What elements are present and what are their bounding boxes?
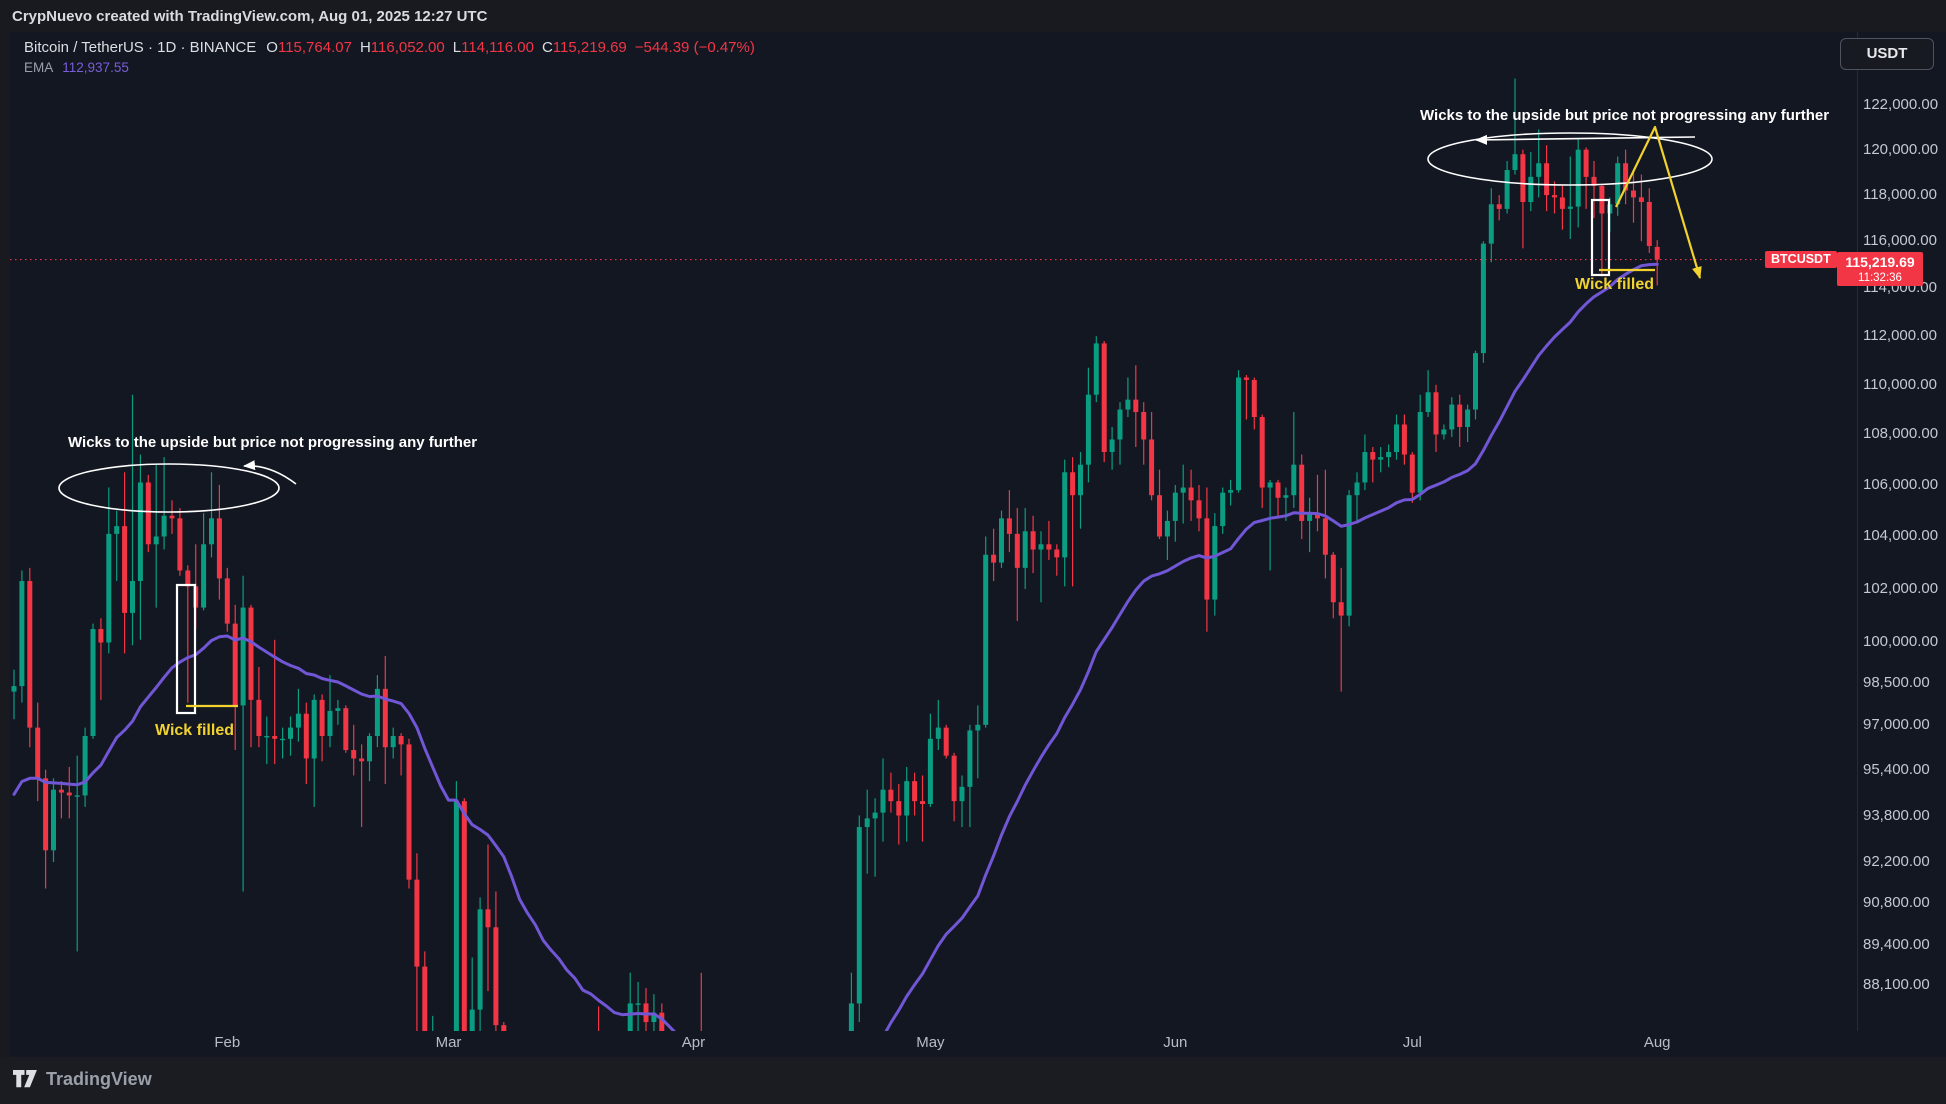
price-tick-label: 92,200.00 [1863,853,1930,870]
time-tick-label: May [916,1034,945,1051]
time-tick-label: Mar [435,1034,462,1051]
price-tick-label: 93,800.00 [1863,806,1930,824]
ema-value: 112,937.55 [62,60,129,75]
ohlc-key: O [266,39,278,56]
symbol-price-tag: BTCUSDT [1765,251,1837,269]
price-tick-label: 112,000.00 [1863,327,1937,345]
wick-filled-label-right[interactable]: Wick filled [1575,276,1654,293]
price-tick-label: 120,000.00 [1863,140,1939,158]
legend-ema-row: EMA 112,937.55 [24,60,755,75]
change-value: −544.39 (−0.47%) [634,39,755,56]
time-tick-label: Jun [1163,1034,1188,1051]
ohlc-key: C [541,39,553,56]
price-tick-label: 88,100.00 [1863,975,1930,993]
time-tick-label: Jul [1402,1034,1422,1051]
time-tick-label: Feb [214,1034,241,1051]
candle-countdown: 11:32:36 [1858,271,1902,284]
price-tick-label: 104,000.00 [1863,527,1939,545]
price-tick-label: 122,000.00 [1863,96,1939,113]
tradingview-logo-icon[interactable] [13,1068,41,1090]
price-tick-label: 95,400.00 [1863,760,1930,778]
annotation-note-right[interactable]: Wicks to the upside but price not progre… [1420,107,1830,124]
time-tick-label: Aug [1643,1034,1671,1051]
price-tick-label: 90,800.00 [1863,894,1930,912]
price-tick-label: 98,500.00 [1863,674,1930,692]
price-tick-label: 100,000.00 [1863,633,1939,651]
ohlc-value: 115,219.69 [552,39,627,56]
attribution-text: CrypNuevo created with TradingView.com, … [12,8,488,25]
attribution-bar: CrypNuevo created with TradingView.com, … [0,0,1946,32]
ohlc-values: O115,764.07 H116,052.00 L114,116.00 C115,21… [266,39,634,56]
currency-toggle-button[interactable]: USDT [1840,38,1934,70]
price-tick-label: 118,000.00 [1863,186,1937,204]
tradingview-wordmark[interactable]: TradingView [46,1069,152,1089]
symbol-title[interactable]: Bitcoin / TetherUS · 1D · BINANCE [24,39,257,56]
ohlc-key: H [359,39,371,56]
price-tick-label: 116,000.00 [1863,232,1937,250]
price-tick-label: 89,400.00 [1863,936,1930,954]
time-tick-label: Apr [681,1034,706,1051]
price-tick-label: 106,000.00 [1863,475,1939,493]
ohlc-value: 115,764.07 [277,39,352,56]
price-tick-label: 97,000.00 [1863,715,1930,733]
ohlc-value: 114,116.00 [461,39,534,56]
ohlc-value: 116,052.00 [370,39,445,56]
ema-label: EMA [24,60,54,75]
chart-canvas[interactable] [10,32,1946,1057]
wick-filled-label-left[interactable]: Wick filled [155,722,234,739]
price-axis-separator [1857,32,1858,1031]
annotation-note-left[interactable]: Wicks to the upside but price not progre… [68,434,478,451]
ohlc-key: L [452,39,462,56]
legend-symbol-row: Bitcoin / TetherUS · 1D · BINANCE O115,76… [24,39,755,56]
symbol-legend: Bitcoin / TetherUS · 1D · BINANCE O115,76… [24,39,755,75]
last-price-value: 115,219.69 [1845,253,1915,270]
price-tick-label: 102,000.00 [1863,579,1939,597]
last-price-tag: 115,219.69 11:32:36 [1837,251,1923,286]
footer-bar: TradingView [0,1057,1946,1104]
price-tick-label: 108,000.00 [1863,425,1939,443]
price-tick-label: 110,000.00 [1863,375,1937,393]
